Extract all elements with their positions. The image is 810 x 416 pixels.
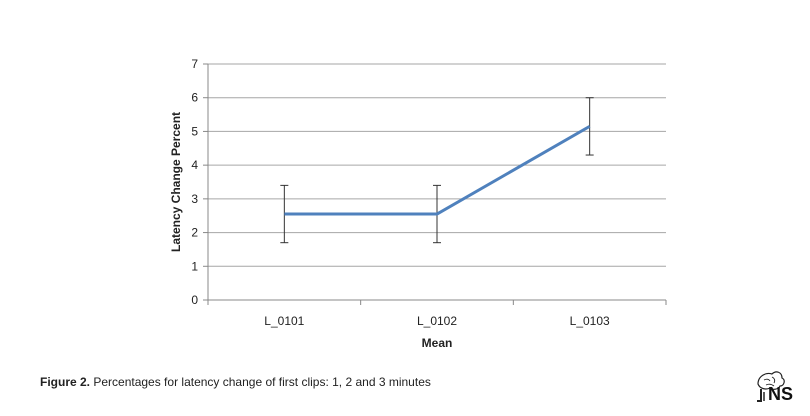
figure-caption-text: Percentages for latency change of first …	[90, 375, 431, 389]
y-tick-label: 2	[191, 226, 198, 240]
x-axis-label: Mean	[422, 336, 453, 350]
journal-logo: NS	[752, 368, 798, 406]
y-axis-label: Latency Change Percent	[169, 112, 183, 252]
y-tick-label: 1	[191, 259, 198, 273]
x-tick-label: L_0103	[570, 314, 610, 328]
y-tick-label: 0	[191, 293, 198, 307]
x-tick-label: L_0102	[417, 314, 457, 328]
figure-caption: Figure 2. Percentages for latency change…	[40, 375, 431, 389]
line-chart: 0 1 2 3 4 5 6 7 L_0101 L_0102 L_0103 Latency Chan…	[169, 57, 667, 350]
y-axis-ticks: 0 1 2 3 4 5 6 7	[191, 57, 208, 307]
figure-caption-label: Figure 2.	[40, 375, 91, 389]
series-line	[284, 125, 591, 216]
logo-text: NS	[768, 384, 794, 404]
gridlines	[208, 63, 666, 301]
series-group	[280, 97, 594, 244]
x-axis: L_0101 L_0102 L_0103	[207, 64, 667, 328]
y-tick-label: 7	[191, 57, 198, 71]
y-tick-label: 3	[191, 192, 198, 206]
x-tick-label: L_0101	[264, 314, 304, 328]
brain-icon	[757, 371, 785, 402]
y-tick-label: 4	[191, 158, 198, 172]
y-tick-label: 6	[191, 91, 198, 105]
y-tick-label: 5	[191, 124, 198, 138]
